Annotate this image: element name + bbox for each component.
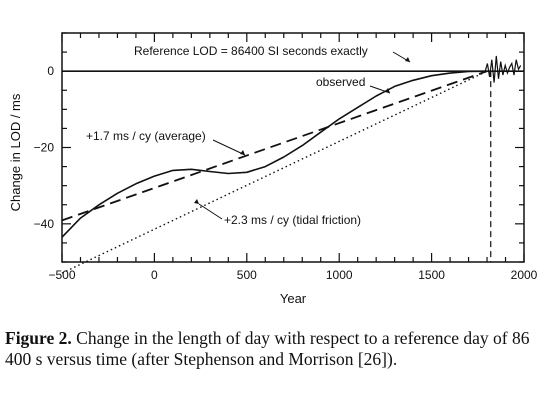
axis-ticks bbox=[61, 32, 525, 263]
y-tick-label: −40 bbox=[34, 217, 55, 231]
x-tick-label: 1500 bbox=[418, 268, 445, 282]
x-axis-label: Year bbox=[280, 291, 307, 306]
annotation-label: +1.7 ms / cy (average) bbox=[86, 129, 206, 143]
annotation-arrowhead bbox=[405, 57, 410, 62]
annotation-label: observed bbox=[316, 75, 365, 89]
x-tick-label: −500 bbox=[48, 268, 75, 282]
x-tick-label: 500 bbox=[237, 268, 257, 282]
annotations-group: Reference LOD = 86400 SI seconds exactly… bbox=[86, 44, 411, 227]
annotation-label: +2.3 ms / cy (tidal friction) bbox=[224, 213, 361, 227]
x-tick-label: 0 bbox=[151, 268, 158, 282]
figure-caption-text: Change in the length of day with respect… bbox=[5, 328, 534, 369]
y-tick-label: −20 bbox=[34, 141, 55, 155]
x-tick-label: 1000 bbox=[326, 268, 353, 282]
axis-tick-labels: −500 0 500 1000 1500 2000 0 −20 −40 bbox=[34, 64, 538, 282]
annotation-leader bbox=[198, 203, 223, 220]
x-tick-label: 2000 bbox=[511, 268, 538, 282]
annotation-arrowhead bbox=[194, 199, 199, 204]
series-line-1 bbox=[61, 70, 488, 222]
series-line-0 bbox=[61, 70, 488, 238]
annotation-arrowhead bbox=[240, 150, 245, 155]
plot-frame bbox=[61, 32, 525, 263]
annotation-label: Reference LOD = 86400 SI seconds exactly bbox=[134, 44, 368, 58]
annotation-arrowhead bbox=[385, 88, 390, 93]
annotation-leader bbox=[212, 139, 246, 156]
series-line-2 bbox=[61, 70, 488, 274]
figure-caption: Figure 2. Change in the length of day wi… bbox=[5, 328, 545, 370]
y-axis-label: Change in LOD / ms bbox=[8, 93, 23, 211]
series-group bbox=[61, 55, 524, 274]
figure-caption-label: Figure 2. bbox=[5, 328, 72, 348]
lod-chart: −500 0 500 1000 1500 2000 0 −20 −40 Reference LO… bbox=[8, 32, 538, 306]
y-tick-label: 0 bbox=[47, 64, 54, 78]
recent-fluctuation bbox=[484, 55, 522, 83]
